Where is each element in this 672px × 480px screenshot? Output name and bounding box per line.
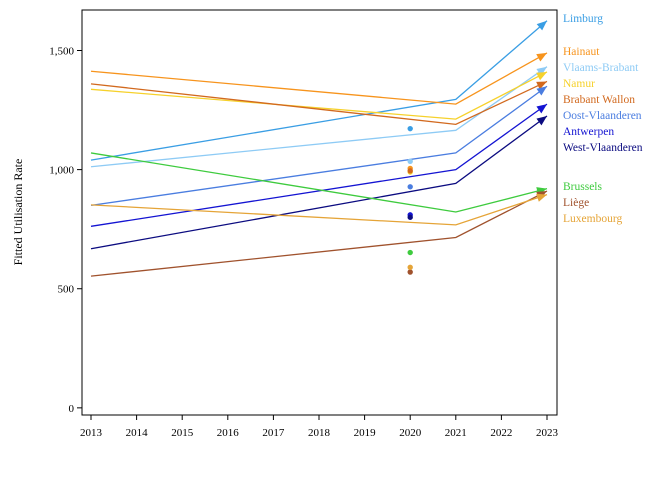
series-arrowhead bbox=[536, 71, 547, 81]
x-tick-label: 2021 bbox=[445, 427, 467, 439]
observed-point bbox=[407, 264, 413, 270]
series-line bbox=[90, 52, 548, 105]
observed-point bbox=[407, 125, 413, 132]
series-line bbox=[90, 190, 548, 277]
y-tick-label: 500 bbox=[58, 284, 75, 296]
x-tick-label: 2018 bbox=[308, 427, 331, 439]
legend-label: Limburg bbox=[563, 13, 603, 25]
x-tick-label: 2015 bbox=[171, 427, 194, 439]
observed-point bbox=[407, 214, 413, 220]
series-arrowhead bbox=[536, 81, 547, 90]
observed-point bbox=[407, 184, 413, 190]
series-line bbox=[90, 85, 548, 206]
x-axis: 2013 2014 2015 2016 2017 2018 2019 2020 2021 2022… bbox=[80, 415, 559, 439]
observed-point bbox=[407, 249, 413, 256]
legend-label: Hainaut bbox=[563, 46, 600, 58]
series-line bbox=[90, 80, 548, 126]
series-arrowhead bbox=[536, 116, 547, 126]
observed-point bbox=[407, 158, 413, 164]
legend-label: Antwerpen bbox=[563, 126, 614, 138]
series-line bbox=[90, 20, 548, 161]
x-tick-label: 2013 bbox=[80, 427, 103, 439]
legend-label: Brussels bbox=[563, 181, 603, 193]
y-tick-label: 1,000 bbox=[49, 165, 74, 177]
observed-point bbox=[407, 168, 413, 174]
x-tick-label: 2022 bbox=[490, 427, 512, 439]
x-tick-label: 2014 bbox=[126, 427, 149, 439]
series-line bbox=[90, 194, 548, 226]
series-arrowhead bbox=[536, 193, 547, 202]
series-line bbox=[90, 103, 548, 227]
series-arrowhead bbox=[536, 104, 547, 114]
y-axis: 0 500 1,000 1,500 bbox=[49, 46, 82, 415]
series-arrowhead bbox=[536, 86, 547, 96]
series-line bbox=[90, 152, 548, 213]
legend-label: Oost-Vlaanderen bbox=[563, 110, 642, 122]
legend: Limburg Hainaut Vlaams-Brabant Namur Brabant… bbox=[563, 13, 643, 225]
y-axis-label: Fitted Utilisation Rate bbox=[11, 159, 25, 266]
x-tick-label: 2017 bbox=[262, 427, 285, 439]
x-tick-label: 2023 bbox=[536, 427, 559, 439]
series-arrowhead bbox=[536, 52, 547, 62]
y-tick-label: 0 bbox=[69, 403, 75, 415]
legend-label: Vlaams-Brabant bbox=[563, 62, 639, 74]
series-line bbox=[90, 71, 548, 120]
series-arrowhead bbox=[536, 66, 547, 76]
legend-label: Luxembourg bbox=[563, 213, 622, 225]
series-arrowhead bbox=[536, 20, 547, 31]
observed-point bbox=[407, 269, 413, 275]
legend-label: Brabant Wallon bbox=[563, 94, 635, 106]
legend-label: Namur bbox=[563, 78, 595, 90]
legend-label: Liège bbox=[563, 197, 589, 209]
legend-label: West-Vlaanderen bbox=[563, 142, 643, 154]
series-line bbox=[90, 115, 548, 250]
x-tick-label: 2020 bbox=[399, 427, 422, 439]
x-tick-label: 2016 bbox=[217, 427, 240, 439]
observed-points-2020 bbox=[407, 125, 413, 275]
x-tick-label: 2019 bbox=[354, 427, 377, 439]
series-lines bbox=[90, 20, 548, 277]
y-tick-label: 1,500 bbox=[49, 46, 74, 58]
